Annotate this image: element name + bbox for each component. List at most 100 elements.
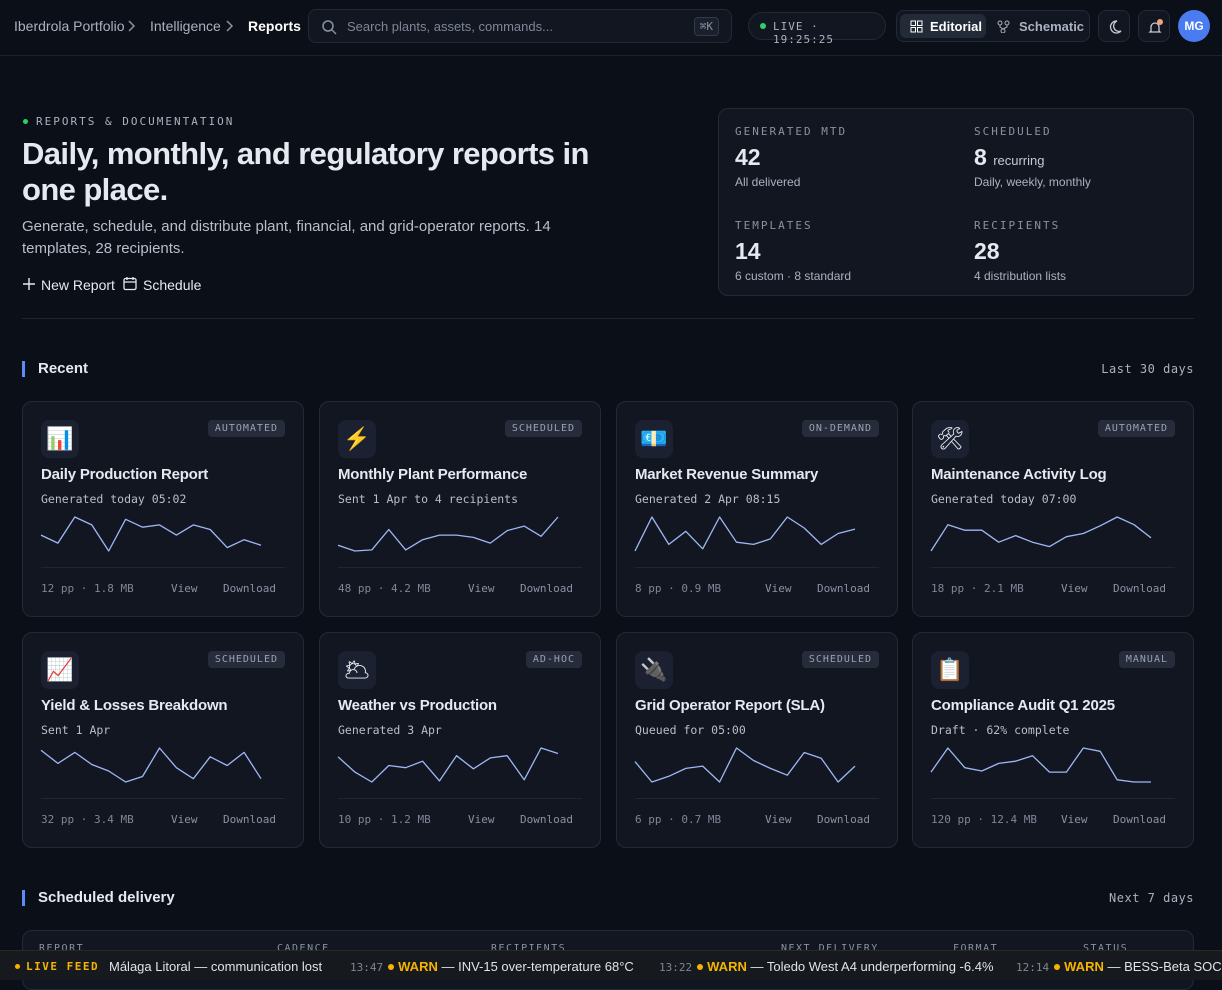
sparkline-line — [930, 747, 1151, 783]
card-divider — [931, 798, 1175, 799]
report-meta: 10 pp · 1.2 MB — [338, 813, 431, 826]
view-button[interactable]: View — [171, 813, 198, 826]
new-report-button[interactable]: New Report — [41, 277, 115, 293]
schedule-button[interactable]: Schedule — [143, 277, 202, 293]
grid-icon — [910, 20, 923, 33]
report-icon: 📈 — [41, 651, 79, 689]
view-button[interactable]: View — [765, 582, 792, 595]
report-icon: 📊 — [41, 420, 79, 458]
download-button[interactable]: Download — [1113, 582, 1166, 595]
report-meta: 120 pp · 12.4 MB — [931, 813, 1037, 826]
report-icon: 🛠 — [931, 420, 969, 458]
report-card[interactable]: 💶 ON-DEMAND Market Revenue Summary Generate… — [616, 401, 898, 617]
report-title: Monthly Plant Performance — [338, 466, 528, 483]
eyebrow: REPORTS & DOCUMENTATION — [36, 115, 235, 128]
download-button[interactable]: Download — [1113, 813, 1166, 826]
notifications-button[interactable] — [1138, 10, 1170, 42]
view-button[interactable]: View — [171, 582, 198, 595]
download-button[interactable]: Download — [520, 813, 573, 826]
report-subtitle: Generated today 07:00 — [931, 492, 1077, 506]
report-card[interactable]: 🔌 SCHEDULED Grid Operator Report (SLA) Queu… — [616, 632, 898, 848]
section-title: Scheduled delivery — [22, 890, 175, 906]
bell-icon — [1148, 19, 1163, 33]
column-header: CADENCE — [277, 943, 330, 954]
stat-unit: recurring — [993, 153, 1045, 168]
report-card[interactable]: 🛠 AUTOMATED Maintenance Activity Log Genera… — [912, 401, 1194, 617]
download-button[interactable]: Download — [817, 813, 870, 826]
report-card[interactable]: 🌥 AD-HOC Weather vs Production Generated 3 … — [319, 632, 601, 848]
report-icon: 🌥 — [338, 651, 376, 689]
report-subtitle: Queued for 05:00 — [635, 723, 746, 737]
report-icon: 💶 — [635, 420, 673, 458]
card-divider — [338, 798, 582, 799]
toggle-editorial[interactable]: Editorial — [900, 14, 986, 38]
report-card[interactable]: ⚡ SCHEDULED Monthly Plant Performance Sent … — [319, 401, 601, 617]
top-bar: Iberdrola Portfolio Intelligence Reports… — [0, 0, 1222, 56]
hero-title: Daily, monthly, and regulatory reports i… — [22, 136, 589, 207]
card-divider — [931, 567, 1175, 568]
stat-value: 14 — [735, 238, 761, 265]
breadcrumb-item[interactable]: Intelligence — [150, 18, 221, 34]
report-badge: SCHEDULED — [207, 651, 285, 668]
live-clock: LIVE · 19:25:25 — [748, 12, 886, 46]
card-divider — [338, 567, 582, 568]
live-feed: LIVE FEED Málaga Litoral — communication… — [0, 950, 1222, 980]
feed-text: — INV-15 over-temperature 68°C — [441, 959, 634, 974]
live-dot — [760, 23, 766, 29]
report-card[interactable]: 📊 AUTOMATED Daily Production Report Generat… — [22, 401, 304, 617]
theme-button[interactable] — [1098, 10, 1130, 42]
card-divider — [41, 798, 285, 799]
breadcrumb-item[interactable]: Iberdrola Portfolio — [14, 18, 125, 34]
report-subtitle: Sent 1 Apr to 4 recipients — [338, 492, 519, 506]
feed-text: — Toledo West A4 underperforming -6.4% — [750, 959, 994, 974]
report-card[interactable]: 📋 MANUAL Compliance Audit Q1 2025 Draft · 6… — [912, 632, 1194, 848]
download-button[interactable]: Download — [223, 813, 276, 826]
report-meta: 48 pp · 4.2 MB — [338, 582, 431, 595]
report-card[interactable]: 📈 SCHEDULED Yield & Losses Breakdown Sent 1… — [22, 632, 304, 848]
stat-value: 42 — [735, 144, 761, 171]
view-button[interactable]: View — [1061, 813, 1088, 826]
toggle-label: Schematic — [1019, 19, 1085, 34]
sparkline — [40, 747, 262, 783]
sparkline — [337, 747, 559, 783]
stat-number: 14 — [735, 238, 761, 264]
report-subtitle: Generated 2 Apr 08:15 — [635, 492, 781, 506]
feed-time: 13:22 — [659, 961, 693, 974]
stat-number: 8 — [974, 144, 987, 170]
report-subtitle: Generated 3 Apr — [338, 723, 442, 737]
report-badge: MANUAL — [1118, 651, 1175, 668]
section-range: Last 30 days — [1101, 362, 1194, 376]
report-badge: AUTOMATED — [207, 420, 285, 437]
sparkline-line — [337, 516, 559, 552]
view-button[interactable]: View — [468, 813, 495, 826]
sparkline — [337, 516, 559, 552]
search-box[interactable]: Search plants, assets, commands... ⌘K — [308, 9, 732, 43]
sparkline — [930, 747, 1151, 783]
chevron — [128, 20, 136, 32]
download-button[interactable]: Download — [223, 582, 276, 595]
avatar[interactable]: MG — [1178, 10, 1210, 42]
search-icon — [322, 20, 337, 35]
toggle-schematic[interactable]: Schematic — [989, 14, 1087, 38]
report-badge: AUTOMATED — [1097, 420, 1175, 437]
download-button[interactable]: Download — [520, 582, 573, 595]
feed-dot — [15, 964, 20, 969]
report-title: Yield & Losses Breakdown — [41, 697, 228, 714]
sparkline-line — [634, 747, 856, 783]
view-button[interactable]: View — [765, 813, 792, 826]
stat-label: TEMPLATES — [735, 219, 813, 232]
report-subtitle: Sent 1 Apr — [41, 723, 111, 737]
sparkline — [930, 516, 1152, 552]
view-button[interactable]: View — [468, 582, 495, 595]
report-badge: SCHEDULED — [801, 651, 879, 668]
view-button[interactable]: View — [1061, 582, 1088, 595]
divider — [22, 318, 1194, 319]
stat-note: Daily, weekly, monthly — [974, 175, 1091, 189]
stat-note: 4 distribution lists — [974, 269, 1067, 283]
report-badge: SCHEDULED — [504, 420, 582, 437]
stat-value: 28 — [974, 238, 1000, 265]
feed-label: LIVE FEED — [26, 960, 100, 973]
live-text: LIVE · 19:25:25 — [773, 20, 834, 46]
download-button[interactable]: Download — [817, 582, 870, 595]
